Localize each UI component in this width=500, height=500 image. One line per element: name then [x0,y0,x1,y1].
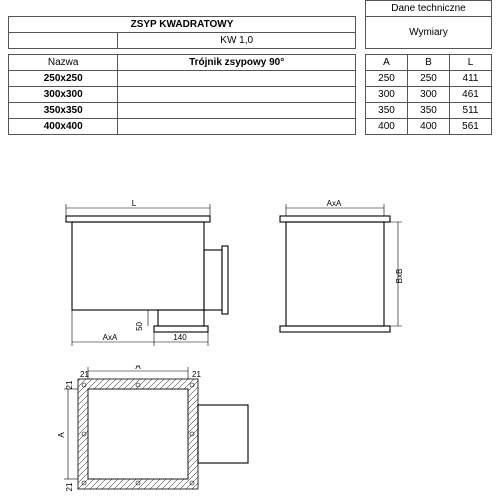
name-col-header: Nazwa [9,55,118,71]
dim-50: 50 [135,321,144,330]
data-table-area: Dane techniczne ZSYP KWADRATOWY Wymiary … [8,0,492,135]
dim-A-left: A [58,432,66,438]
dim-21-3: 21 [65,380,74,389]
dims-header: Wymiary [366,17,492,49]
dim-21-1: 21 [80,370,89,379]
col-b: B [408,55,450,71]
dim-AxA: AxA [103,333,118,342]
col-l: L [450,55,492,71]
code-cell: KW 1,0 [118,33,356,49]
dim-21-4: 21 [65,482,74,491]
desc-cell: Trójnik zsypowy 90° [118,55,356,71]
dim-21-2: 21 [192,370,201,379]
title-cell: ZSYP KWADRATOWY [9,17,356,33]
spec-table: Dane techniczne ZSYP KWADRATOWY Wymiary … [8,0,492,135]
table-row: 300x300 300 300 461 [9,87,492,103]
tech-data-header: Dane techniczne [366,1,492,17]
dim-BxB: BxB [395,269,404,284]
plan-view: A 21 21 A 21 21 [58,365,258,495]
col-a: A [366,55,408,71]
table-row: 350x350 350 350 511 [9,103,492,119]
technical-drawings: L AxA 140 50 AxA BxB A 21 21 [8,170,492,500]
front-view: L AxA 140 50 [58,200,233,350]
dim-140: 140 [173,333,187,342]
dim-AxA-2: AxA [327,200,342,208]
table-row: 400x400 400 400 561 [9,119,492,135]
dim-L: L [132,200,137,208]
dim-A-top: A [135,365,141,371]
side-view: AxA BxB [268,200,418,350]
table-row: 250x250 250 250 411 [9,71,492,87]
